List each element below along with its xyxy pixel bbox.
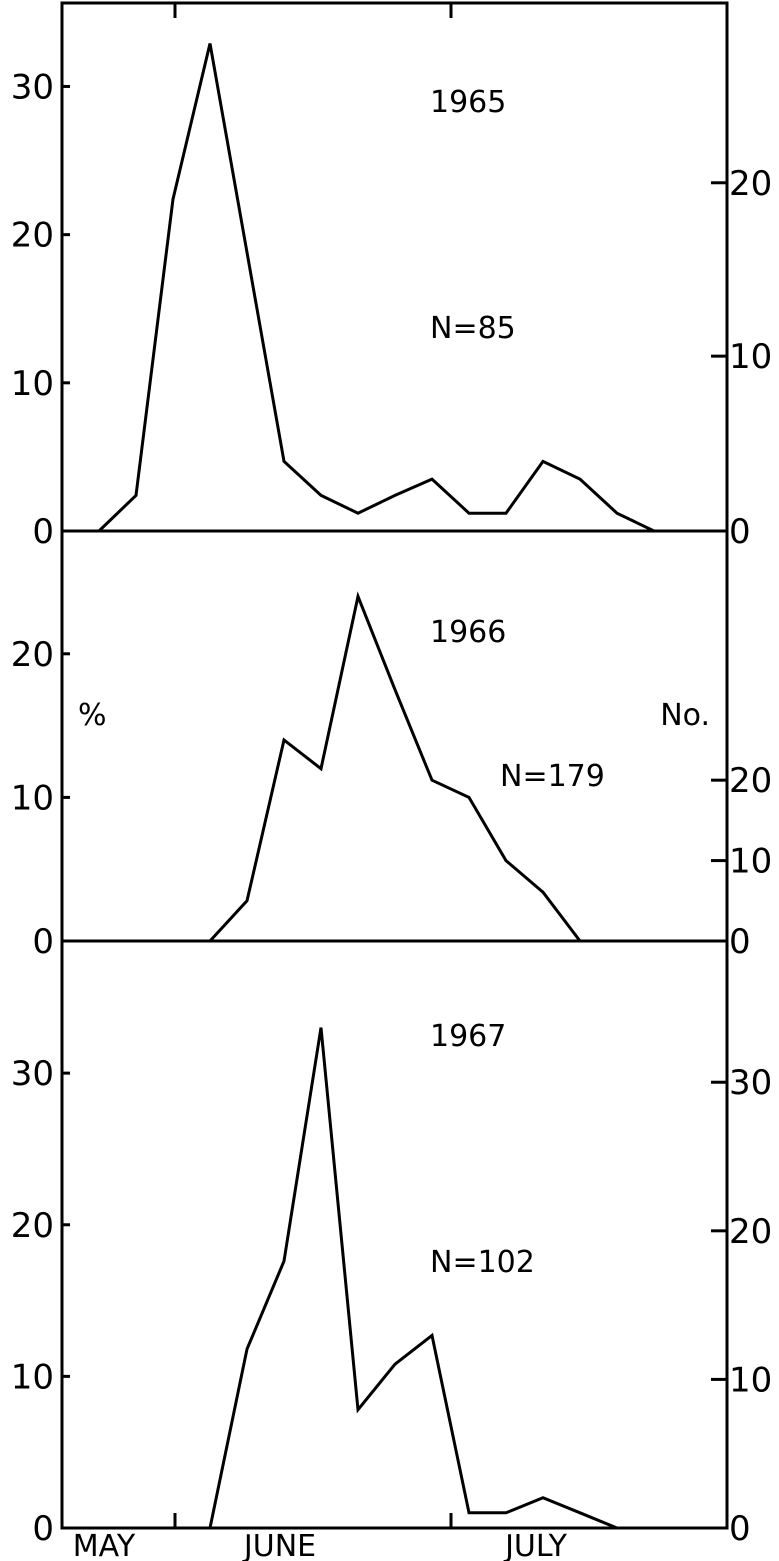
left-tick-label: 0 — [32, 922, 54, 962]
series-line-1967 — [208, 1027, 618, 1530]
plot-frame — [60, 1, 729, 1530]
panel-1966: 0 10 20 0 10 20 1966 N=179 — [11, 591, 772, 962]
panel-1965: 0 10 20 30 0 10 20 1965 N=85 — [11, 43, 772, 552]
left-tick-label: 10 — [11, 778, 54, 818]
right-tick-label: 0 — [729, 1509, 751, 1549]
left-tick-label: 10 — [11, 1357, 54, 1397]
right-tick-label: 30 — [729, 1063, 772, 1103]
right-tick-label: 20 — [729, 164, 772, 204]
left-tick-label: 0 — [32, 512, 54, 552]
right-tick-label: 0 — [729, 512, 751, 552]
series-line-1966 — [208, 591, 582, 943]
right-tick-label: 10 — [729, 842, 772, 882]
right-axis-label: No. — [660, 698, 710, 733]
month-label-june: JUNE — [242, 1529, 316, 1561]
left-tick-label: 20 — [11, 635, 54, 675]
panel-1967: 0 10 20 30 0 10 20 30 1967 N=102 — [11, 1019, 773, 1549]
right-tick-label: 10 — [729, 337, 772, 377]
series-line-1965 — [97, 43, 655, 533]
year-label: 1965 — [430, 85, 506, 120]
left-tick-label: 20 — [11, 216, 54, 256]
right-tick-label: 20 — [729, 761, 772, 801]
left-tick-label: 30 — [11, 1054, 54, 1094]
right-tick-label: 0 — [729, 922, 751, 962]
year-label: 1967 — [430, 1019, 506, 1054]
right-tick-label: 20 — [729, 1212, 772, 1252]
month-label-july: JULY — [503, 1529, 568, 1561]
left-tick-label: 10 — [11, 364, 54, 404]
left-axis-label: % — [78, 698, 107, 733]
panels: 0102030010201965N=8501020010201966N=1790… — [11, 43, 773, 1549]
left-tick-label: 0 — [32, 1509, 54, 1549]
left-tick-label: 20 — [11, 1206, 54, 1246]
sample-size-label: N=179 — [500, 759, 605, 794]
sample-size-label: N=102 — [430, 1245, 535, 1280]
month-label-may: MAY — [73, 1529, 136, 1561]
month-axis: MAY JUNE JULY — [73, 3, 568, 1561]
left-tick-label: 30 — [11, 67, 54, 107]
year-label: 1966 — [430, 615, 506, 650]
right-tick-label: 10 — [729, 1360, 772, 1400]
sample-size-label: N=85 — [430, 311, 516, 346]
